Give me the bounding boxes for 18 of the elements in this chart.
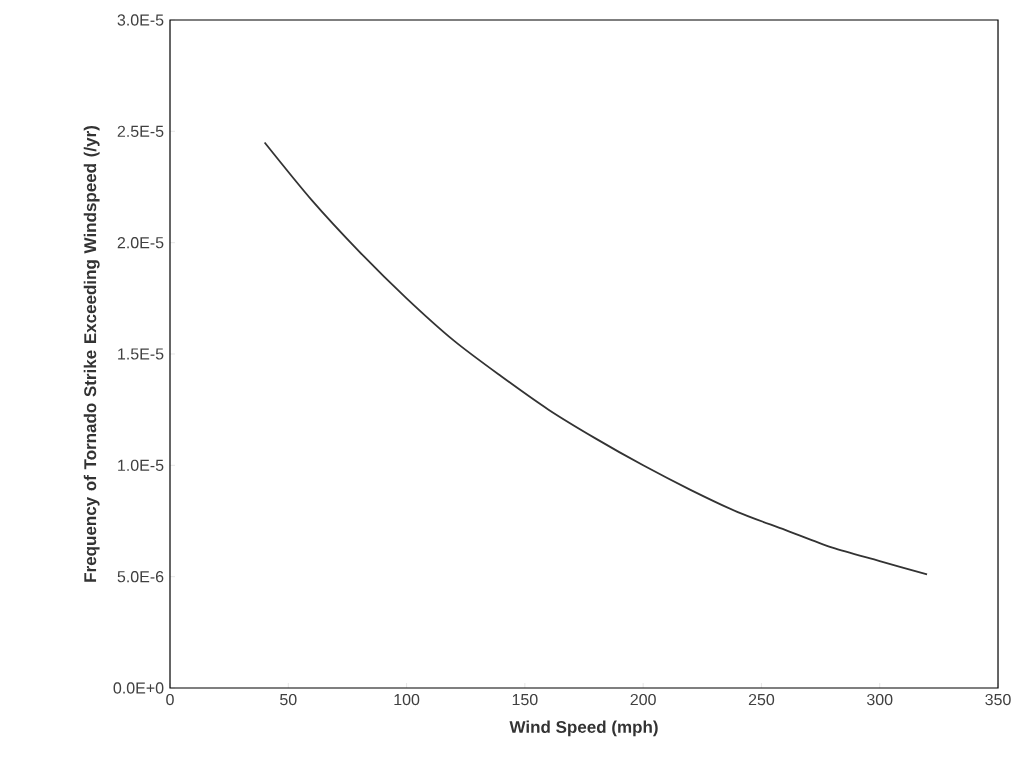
x-tick-label: 300 [866,693,893,706]
x-tick-label: 150 [512,693,538,706]
x-axis-title: Wind Speed (mph) [509,720,658,737]
y-tick-label: 2.0E-5 [117,237,164,249]
x-tick-label: 100 [394,693,420,706]
x-tick-label: 250 [748,693,775,706]
x-tick-label: 50 [280,693,297,706]
y-tick-label: 5.0E-6 [117,571,164,583]
x-tick-label: 0 [166,693,174,706]
y-tick-label: 1.5E-5 [118,348,164,360]
y-tick-label: 0.0E+0 [113,682,164,694]
x-tick-label: 350 [985,693,1011,706]
y-axis-title: Frequency of Tornado Strike Exceeding Windspeed (/yr) [83,126,100,582]
y-tick-label: 2.5E-5 [117,125,164,137]
line-series [263,141,928,576]
x-tick-label: 200 [630,693,656,706]
y-tick-label: 1.0E-5 [118,459,164,471]
y-tick-label: 3.0E-5 [117,14,164,26]
